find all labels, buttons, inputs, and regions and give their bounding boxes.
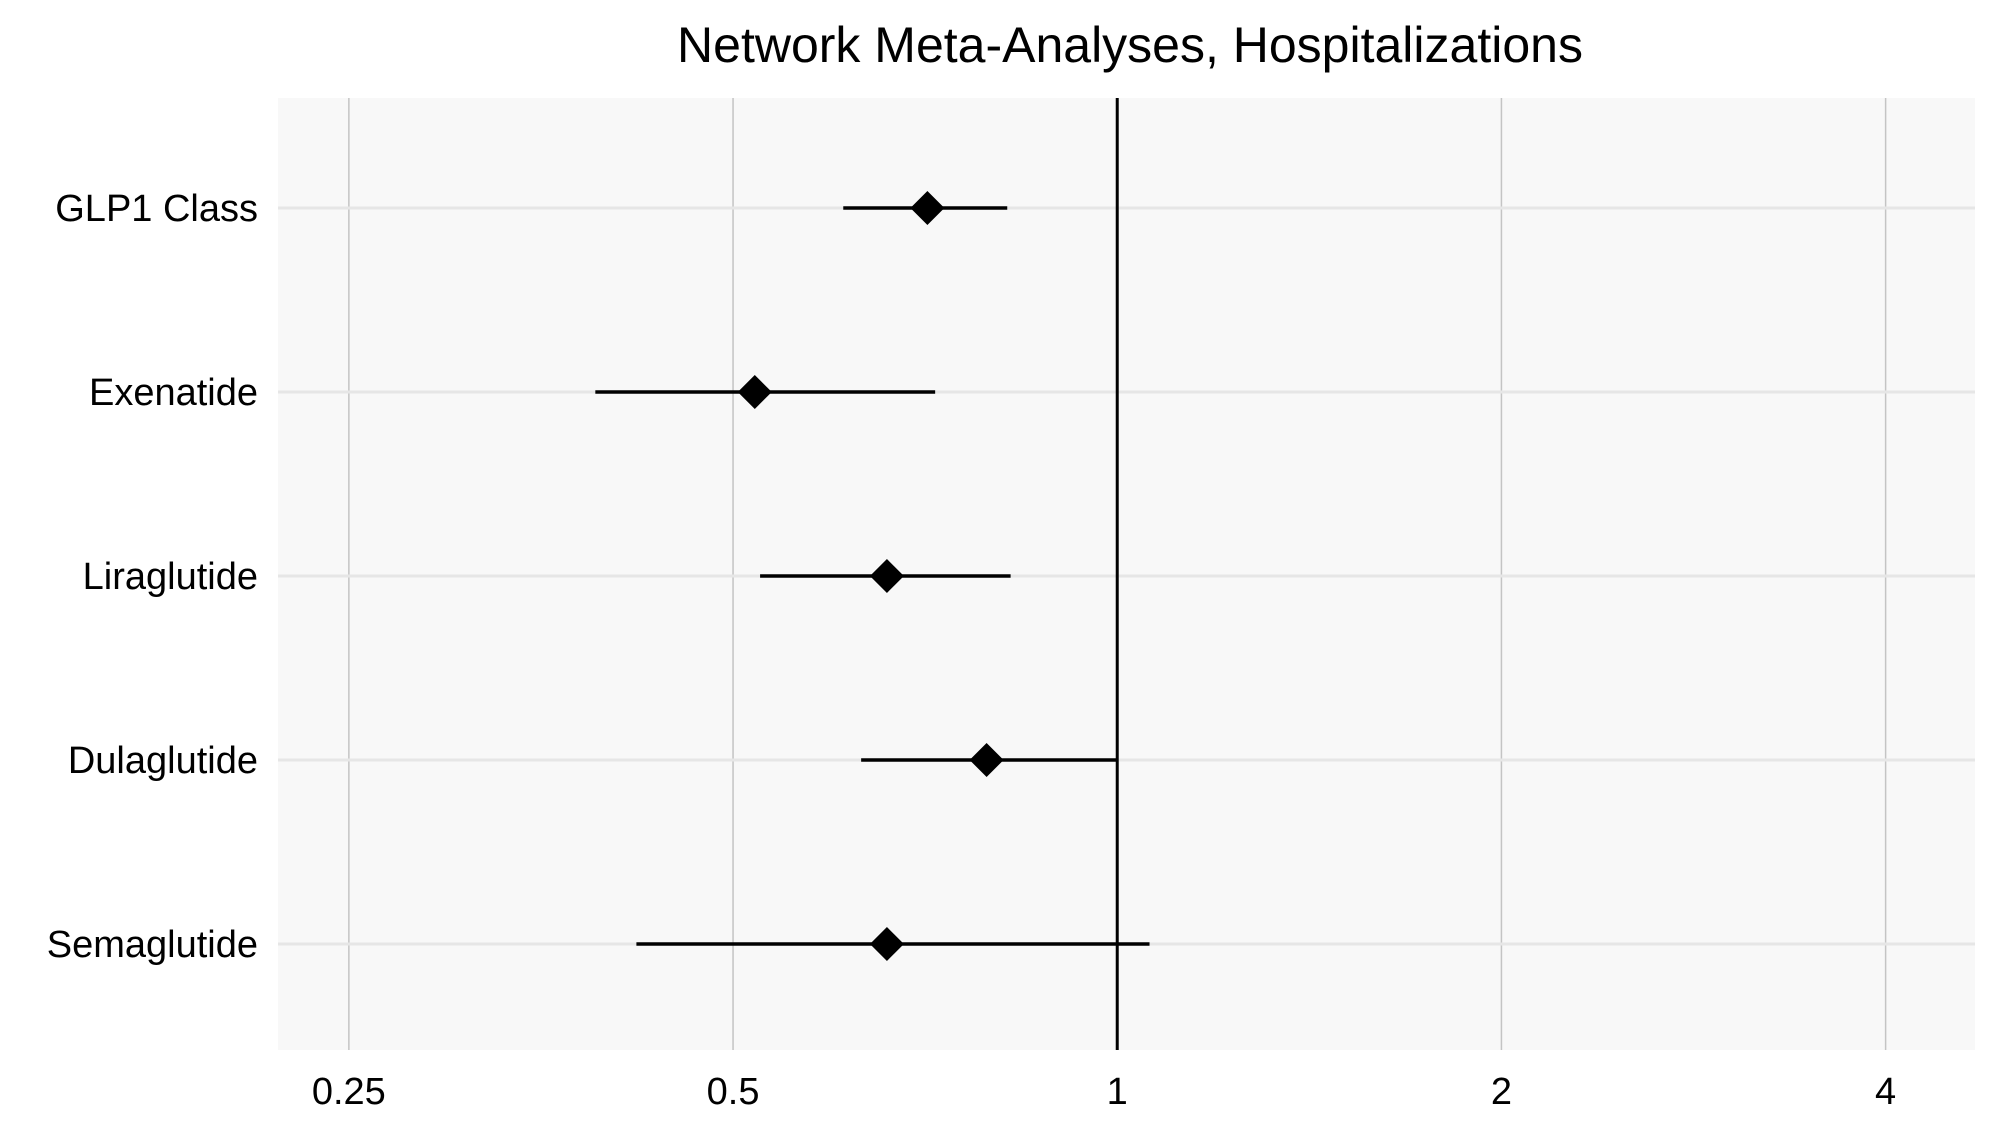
- marks-layer: [595, 191, 1150, 961]
- y-category-label: Dulaglutide: [68, 740, 258, 782]
- x-tick-label: 1: [1107, 1071, 1128, 1113]
- x-tick-label: 0.5: [707, 1071, 760, 1113]
- point-estimate-diamond: [869, 927, 904, 961]
- x-tick-label: 2: [1491, 1071, 1512, 1113]
- chart-title: Network Meta-Analyses, Hospitalizations: [677, 17, 1583, 73]
- y-category-label: Semaglutide: [47, 924, 258, 966]
- y-category-label: GLP1 Class: [55, 188, 258, 230]
- point-estimate-diamond: [869, 559, 904, 593]
- y-category-label: Exenatide: [89, 372, 258, 414]
- y-axis-labels: GLP1 Class Exenatide Liraglutide Dulaglutid…: [47, 188, 258, 966]
- point-estimate-diamond: [910, 191, 945, 225]
- plot-panel: [278, 98, 1975, 1050]
- point-estimate-diamond: [969, 743, 1004, 777]
- point-estimate-diamond: [737, 375, 772, 409]
- x-tick-label: 4: [1875, 1071, 1896, 1113]
- x-tick-label: 0.25: [312, 1071, 386, 1113]
- y-category-label: Liraglutide: [83, 556, 258, 598]
- x-axis-labels: 0.25 0.5 1 2 4: [312, 1071, 1896, 1113]
